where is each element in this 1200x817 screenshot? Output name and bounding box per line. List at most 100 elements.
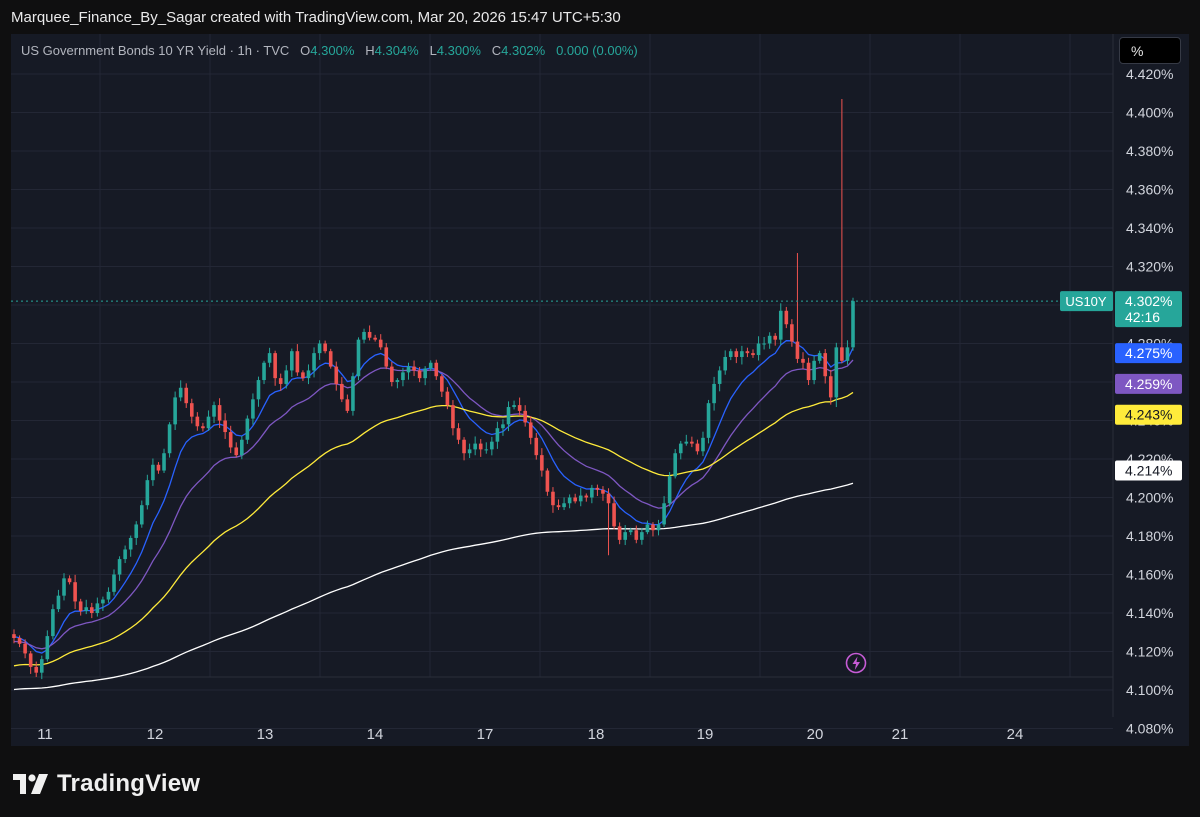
candle-body [117, 559, 122, 575]
candle-body [73, 582, 77, 602]
candle-body [495, 428, 500, 442]
candle-body [590, 487, 594, 498]
candle-body [795, 341, 800, 359]
candle-body [778, 310, 783, 340]
candle-body [167, 424, 172, 454]
candle-body [62, 578, 66, 596]
candle-body [828, 376, 833, 398]
candle-body [406, 366, 411, 373]
price-chart[interactable]: 4.420% 4.400% 4.380% 4.360% 4.340% 4.320% 4.30… [0, 0, 1200, 746]
ma-fast-line [13, 340, 854, 654]
candle-body [123, 549, 127, 560]
candle-body [745, 351, 750, 354]
candle-body [39, 659, 44, 673]
candle-body [145, 480, 150, 506]
candle-body [223, 420, 227, 433]
y-tick-label: 4.420% [1126, 66, 1173, 82]
candle-body [484, 449, 489, 451]
symbol-tag-label: US10Y [1065, 294, 1107, 309]
candle-body [51, 609, 55, 637]
candle-body [290, 351, 294, 371]
candle-body [678, 443, 683, 454]
candle-body [756, 343, 761, 356]
candle-body [234, 447, 239, 456]
y-tick-label: 4.400% [1126, 105, 1173, 121]
candle-body [490, 441, 494, 450]
candle-body [790, 324, 794, 342]
candle-body [340, 383, 344, 400]
candle-body [178, 387, 183, 398]
candle-body [101, 599, 105, 604]
candle-body [173, 397, 177, 425]
moving-averages [13, 340, 854, 691]
candle-body [128, 537, 133, 550]
candle-body [245, 418, 250, 440]
candle-body [95, 603, 100, 613]
candle-body [190, 403, 194, 417]
candle-body [628, 530, 633, 533]
candle-body [523, 410, 527, 423]
flash-icon[interactable] [845, 652, 867, 674]
candle-body [106, 591, 111, 600]
x-tick-label: 14 [367, 726, 384, 743]
created-by-caption: Marquee_Finance_By_Sagar created with Tr… [11, 9, 621, 26]
candle-body [156, 464, 161, 471]
candle-body [851, 301, 855, 348]
candle-body [506, 407, 511, 425]
candle-body [634, 530, 639, 540]
candle-body [295, 351, 300, 373]
y-tick-label: 4.200% [1126, 490, 1173, 506]
candle-body [617, 526, 622, 540]
candle-body [451, 405, 455, 429]
candle-body [812, 360, 816, 381]
candle-body [428, 362, 433, 369]
candle-body [690, 441, 694, 444]
symbol-title[interactable]: US Government Bonds 10 YR Yield · 1h · T… [21, 43, 290, 58]
candle-body [584, 495, 589, 498]
candle-body [139, 505, 144, 525]
candle-body [801, 358, 805, 363]
y-tick-label: 4.080% [1126, 721, 1173, 737]
top-bar: Marquee_Finance_By_Sagar created with Tr… [0, 0, 1200, 34]
candle-body [184, 387, 189, 404]
candle-body [434, 362, 439, 377]
candle-body [773, 335, 778, 340]
candle-body [623, 532, 627, 540]
candle-body [478, 443, 483, 450]
candle-body [84, 607, 89, 612]
candle-body [540, 455, 544, 471]
candle-body [284, 370, 289, 384]
candle-body [28, 653, 33, 667]
candle-series [12, 99, 855, 680]
candle-body [667, 476, 672, 504]
candle-body [17, 638, 22, 644]
y-axis[interactable]: 4.420% 4.400% 4.380% 4.360% 4.340% 4.320% 4.30… [1126, 66, 1173, 737]
candle-body [201, 426, 205, 429]
candle-body [367, 331, 372, 338]
candle-body [251, 399, 255, 419]
low-label: L [429, 43, 437, 58]
candle-body [212, 405, 216, 417]
candle-body [317, 343, 322, 354]
candle-body [840, 347, 844, 361]
chart-pane[interactable] [11, 34, 1189, 746]
tradingview-logo[interactable]: TradingView [13, 770, 200, 798]
y-tick-label: 4.360% [1126, 182, 1173, 198]
ma-price-tag [1115, 343, 1182, 364]
bar-countdown: 42:16 [1125, 309, 1160, 325]
candle-body [362, 331, 366, 340]
candle-body [512, 405, 516, 408]
ma-price-tag-label: 4.259% [1125, 376, 1172, 392]
percent-scale-button[interactable]: % [1119, 37, 1181, 64]
candle-body [728, 351, 733, 357]
candle-body [356, 339, 361, 377]
ma-slow-line [13, 391, 854, 667]
symbol-tag [1060, 291, 1113, 312]
ma-mid-line [13, 359, 854, 650]
candle-body [640, 532, 644, 540]
candle-body [334, 366, 339, 384]
tradingview-logo-icon [13, 774, 48, 794]
candle-body [412, 366, 416, 371]
x-axis[interactable]: 11 12 13 14 17 18 19 20 21 24 [37, 726, 1023, 743]
candle-body [45, 636, 50, 660]
